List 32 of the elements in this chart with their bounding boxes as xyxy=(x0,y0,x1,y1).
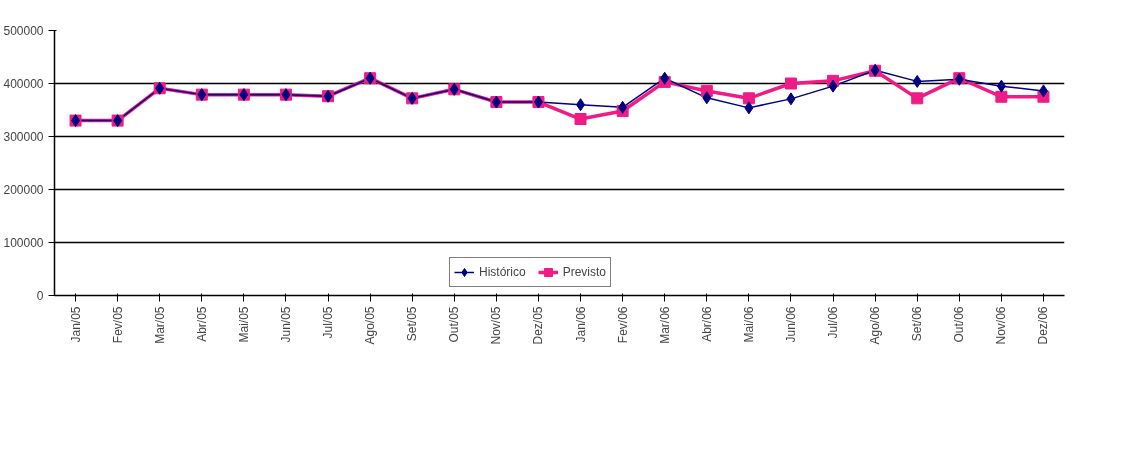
x-tick-label: Ago/06 xyxy=(868,306,883,345)
x-tick-label: Dez/05 xyxy=(531,306,546,345)
x-tick-label: Jul/05 xyxy=(321,306,336,339)
x-tick-label: Jun/06 xyxy=(783,306,798,343)
x-tick-label: Jan/06 xyxy=(573,306,588,343)
y-tick-label: 0 xyxy=(36,289,44,303)
y-tick-label: 500000 xyxy=(3,24,44,38)
x-tick-label: Fev/05 xyxy=(110,306,125,344)
x-tick-label: Jan/05 xyxy=(68,306,83,343)
legend-label: Histórico xyxy=(479,265,526,279)
y-tick-label: 400000 xyxy=(3,77,44,91)
x-tick-label: Nov/06 xyxy=(994,306,1009,345)
y-tick-label: 100000 xyxy=(3,236,44,250)
x-tick-label: Mar/06 xyxy=(657,306,672,344)
x-tick-label: Set/05 xyxy=(405,306,420,342)
x-tick-label: Out/06 xyxy=(952,306,967,343)
x-tick-label: Abr/05 xyxy=(194,306,209,342)
x-tick-label: Set/06 xyxy=(910,306,925,342)
x-tick-label: Fev/06 xyxy=(615,306,630,344)
x-tick-label: Mai/05 xyxy=(236,306,251,343)
x-tick-label: Dez/06 xyxy=(1036,306,1051,345)
x-tick-label: Jun/05 xyxy=(278,306,293,343)
x-tick-label: Out/05 xyxy=(447,306,462,343)
legend-label: Previsto xyxy=(562,265,607,279)
x-tick-label: Mai/06 xyxy=(741,306,756,343)
y-tick-label: 200000 xyxy=(3,183,44,197)
x-tick-label: Abr/06 xyxy=(699,306,714,342)
x-tick-label: Mar/05 xyxy=(152,306,167,344)
x-tick-label: Jul/06 xyxy=(826,306,841,339)
x-tick-label: Nov/05 xyxy=(489,306,504,345)
x-tick-label: Ago/05 xyxy=(363,306,378,345)
y-tick-label: 300000 xyxy=(3,130,44,144)
